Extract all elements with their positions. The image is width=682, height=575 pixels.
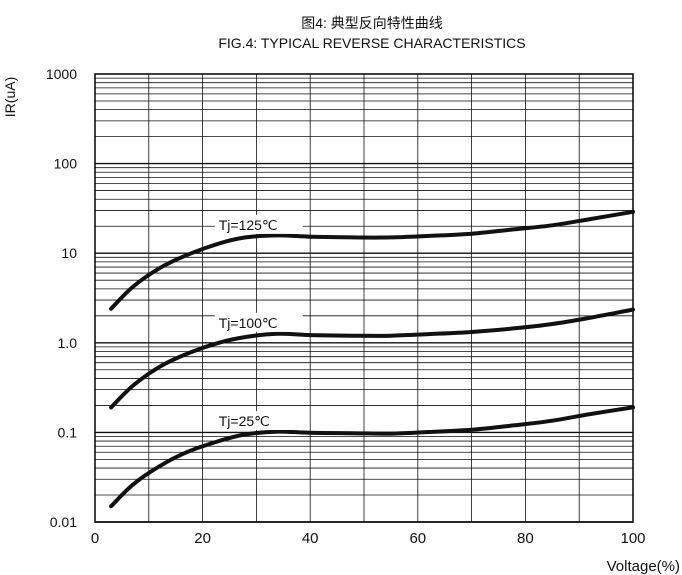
y-tick-label: 0.01 (50, 514, 77, 530)
chart-title-cn: 图4: 典型反向特性曲线 (301, 15, 443, 31)
chart-title: FIG.4: TYPICAL REVERSE CHARACTERISTICS (218, 35, 525, 51)
y-tick-label: 1000 (46, 66, 77, 82)
series-line (109, 209, 635, 311)
series-label: Tj=100℃ (219, 315, 278, 331)
series-label: Tj=125℃ (219, 217, 278, 233)
series-label-background (214, 410, 303, 430)
y-tick-label: 100 (54, 156, 78, 172)
series-line (109, 405, 635, 509)
y-axis-label: IR(uA) (2, 77, 18, 117)
y-tick-label: 0.1 (58, 424, 78, 440)
x-tick-label: 20 (194, 530, 211, 547)
x-axis-label: Voltage(%) (607, 558, 680, 575)
series-lines (109, 209, 635, 509)
plot-frame (94, 73, 634, 523)
x-tick-label: 60 (409, 530, 426, 547)
series-label-background (214, 214, 303, 234)
x-tick-label: 80 (517, 530, 534, 547)
tick-labels: 0.01 0.1 1.0 10 100 1000 0 20 40 60 80 100 (46, 66, 646, 547)
y-tick-label: 1.0 (58, 335, 78, 351)
series-line (109, 307, 635, 410)
series-labels: Tj=125℃ Tj=100℃ Tj=25℃ (214, 214, 303, 430)
series-label: Tj=25℃ (219, 413, 270, 429)
y-tick-label: 10 (61, 245, 77, 261)
grid (95, 74, 633, 523)
series-label-background (214, 312, 303, 332)
x-tick-label: 40 (302, 530, 319, 547)
x-tick-label: 0 (91, 530, 99, 547)
x-tick-label: 100 (620, 530, 645, 547)
